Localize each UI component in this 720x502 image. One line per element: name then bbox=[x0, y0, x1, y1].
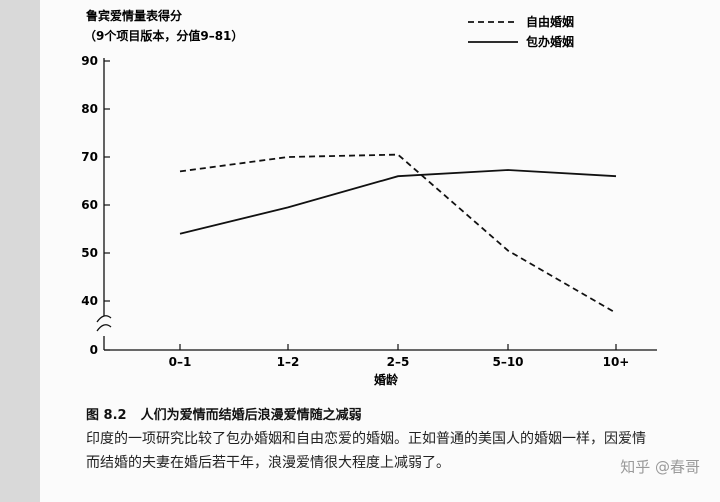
legend-label: 自由婚姻 bbox=[526, 14, 574, 29]
y-tick-label: 40 bbox=[81, 294, 98, 308]
axis-break-mark bbox=[96, 315, 112, 323]
description-line-1: 印度的一项研究比较了包办婚姻和自由恋爱的婚姻。正如普通的美国人的婚姻一样，因爱情 bbox=[86, 431, 646, 447]
figure-caption: 图 8.2 人们为爱情而结婚后浪漫爱情随之减弱 bbox=[86, 404, 362, 423]
chart-axes: 0 40 50 60 70 80 90 0–1 1–2 2–5 5–10 10+ bbox=[81, 54, 657, 369]
series-line-dashed bbox=[179, 153, 617, 314]
y-tick-label: 50 bbox=[81, 246, 98, 260]
axis-break-mark bbox=[96, 324, 112, 332]
x-tick-label: 0–1 bbox=[169, 355, 192, 369]
y-tick-label: 60 bbox=[81, 198, 98, 212]
x-tick-label: 1–2 bbox=[277, 355, 300, 369]
chart-subtitle: （9个项目版本，分值9–81） bbox=[84, 28, 243, 43]
x-tick-label: 5–10 bbox=[492, 355, 523, 369]
x-axis-label: 婚龄 bbox=[374, 372, 399, 387]
x-tick-label: 2–5 bbox=[387, 355, 410, 369]
x-tick-label: 10+ bbox=[603, 355, 630, 369]
figure-title: 人们为爱情而结婚后浪漫爱情随之减弱 bbox=[140, 408, 362, 423]
watermark: 知乎 @春哥 bbox=[620, 458, 700, 476]
series-line-solid bbox=[179, 169, 617, 235]
chart-title: 鲁宾爱情量表得分 bbox=[85, 8, 182, 23]
y-tick-label: 80 bbox=[81, 102, 98, 116]
figure-number: 图 8.2 bbox=[86, 408, 127, 423]
y-tick-label: 90 bbox=[81, 54, 98, 68]
legend-label: 包办婚姻 bbox=[525, 34, 574, 49]
page bbox=[40, 0, 720, 502]
y-tick-label: 70 bbox=[81, 150, 98, 164]
y-tick-label: 0 bbox=[90, 343, 98, 357]
scan-margin bbox=[0, 0, 40, 502]
chart-series bbox=[179, 153, 617, 314]
description-line-2: 而结婚的夫妻在婚后若干年，浪漫爱情很大程度上减弱了。 bbox=[86, 455, 450, 471]
